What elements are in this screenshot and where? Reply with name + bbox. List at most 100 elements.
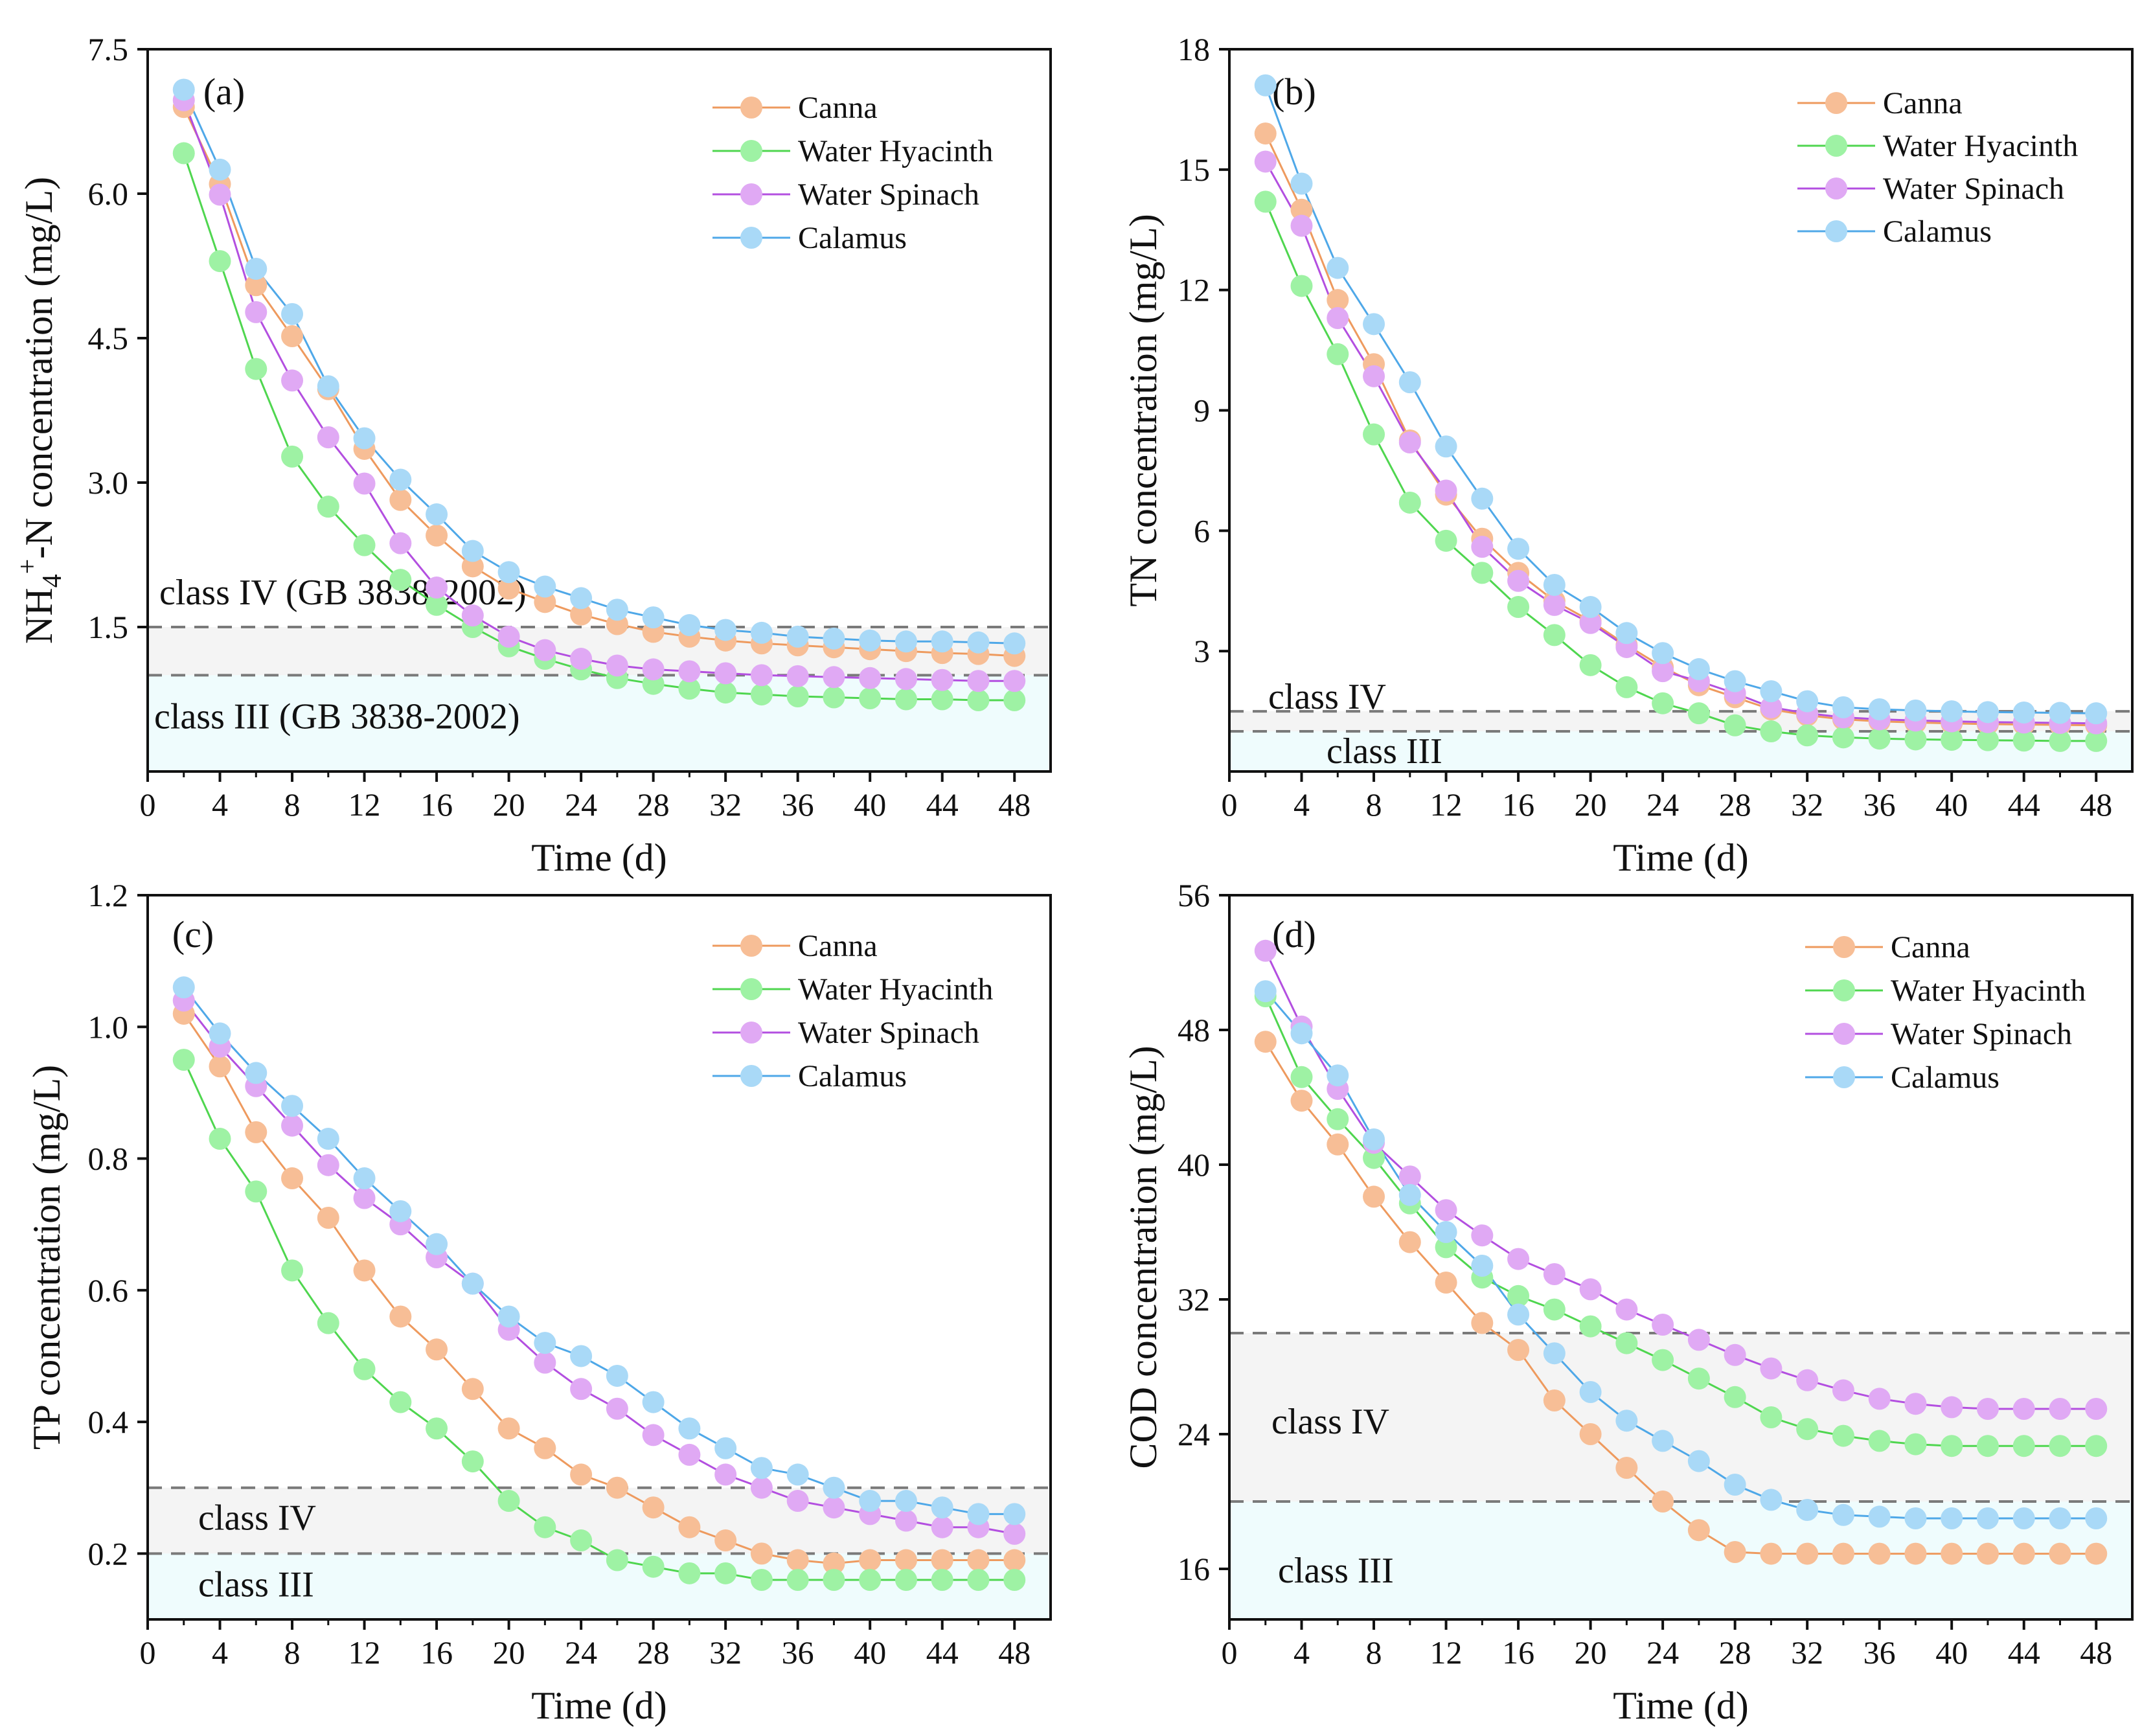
panel-a-x-tick-label: 24 (565, 786, 597, 823)
panel-c-point-water-hyacinth (967, 1569, 990, 1592)
panel-c-x-tick-label: 36 (782, 1634, 814, 1671)
panel-d-point-calamus (1507, 1303, 1530, 1326)
panel-c-point-water-hyacinth (461, 1450, 484, 1473)
panel-c-y-tick-label: 1.2 (88, 877, 129, 913)
panel-a-point-canna (389, 488, 412, 511)
panel-c-point-calamus (714, 1437, 737, 1459)
panel-a-x-tick-label: 28 (637, 786, 670, 823)
panel-c-point-canna (426, 1338, 448, 1361)
panel-b-point-water-spinach (1290, 214, 1313, 237)
panel-b-point-water-spinach (1507, 569, 1530, 592)
panel-b-point-water-spinach (1652, 660, 1674, 683)
panel-d-point-canna (1363, 1185, 1385, 1208)
panel-c-x-tick-label: 28 (637, 1634, 670, 1671)
panel-d-x-tick-label: 16 (1502, 1634, 1534, 1671)
panel-c-point-water-hyacinth (534, 1516, 556, 1538)
panel-d-point-water-hyacinth (2049, 1435, 2071, 1457)
panel-c-point-calamus (172, 976, 195, 999)
panel-a-point-calamus (642, 606, 665, 629)
panel-c-threshold-label-class-iv: class IV (198, 1498, 316, 1538)
panel-c-point-water-spinach (894, 1509, 917, 1532)
panel-b-point-calamus (1687, 658, 1710, 681)
panel-d-point-water-hyacinth (1327, 1108, 1349, 1130)
panel-a-point-canna (570, 603, 593, 626)
panel-a-point-water-hyacinth (894, 688, 917, 711)
panel-b-x-tick-label: 12 (1430, 786, 1463, 823)
panel-d-point-water-hyacinth (1652, 1349, 1674, 1371)
panel-a-x-tick-label: 8 (284, 786, 301, 823)
panel-a-point-water-spinach (426, 577, 448, 599)
panel-c-point-water-hyacinth (606, 1549, 628, 1571)
panel-d-legend-label-water-hyacinth: Water Hyacinth (1891, 974, 2086, 1008)
panel-b-x-tick-label: 44 (2008, 786, 2040, 823)
panel-d-point-calamus (1724, 1474, 1746, 1496)
panel-c-x-tick-label: 32 (709, 1634, 742, 1671)
panel-b-point-water-hyacinth (1363, 423, 1385, 446)
panel-a-point-water-spinach (1003, 670, 1026, 692)
panel-d-point-calamus (1976, 1507, 1999, 1529)
panel-c-point-water-spinach (606, 1397, 628, 1420)
panel-c-x-axis-label: Time (d) (531, 1684, 666, 1727)
panel-b-point-water-spinach (1579, 611, 1602, 634)
panel-c-point-water-hyacinth (353, 1358, 376, 1380)
panel-c-point-canna (1003, 1549, 1026, 1571)
panel-d-point-water-hyacinth (1868, 1430, 1891, 1452)
panel-a-x-tick-label: 48 (998, 786, 1031, 823)
panel-d-point-water-spinach (1832, 1379, 1854, 1402)
panel-d-point-calamus (1543, 1342, 1566, 1365)
panel-a-threshold-label-class-iv: class IV (GB 3838-2002) (159, 573, 527, 613)
panel-b-point-water-spinach (1327, 307, 1349, 330)
panel-d-point-water-hyacinth (1832, 1424, 1854, 1447)
panel-c-point-water-spinach (642, 1424, 665, 1446)
panel-d-x-tick-label: 4 (1293, 1634, 1310, 1671)
panel-c-point-water-spinach (281, 1114, 304, 1137)
panel-d-x-tick-label: 28 (1719, 1634, 1751, 1671)
panel-b-point-canna (1254, 122, 1277, 145)
panel-d-point-calamus (1290, 1022, 1313, 1045)
panel-d-legend-label-water-spinach: Water Spinach (1891, 1017, 2072, 1051)
panel-b-x-tick-label: 40 (1935, 786, 1968, 823)
panel-b-point-calamus (1868, 698, 1891, 720)
panel-a-point-calamus (281, 303, 304, 325)
panel-b-x-tick-label: 32 (1791, 786, 1823, 823)
panel-c-point-water-spinach (534, 1351, 556, 1374)
panel-d-point-calamus (1904, 1507, 1927, 1529)
panel-c-point-calamus (931, 1496, 953, 1519)
panel-a-point-water-spinach (389, 532, 412, 554)
panel-d-point-water-spinach (1868, 1388, 1891, 1410)
panel-c-point-calamus (534, 1332, 556, 1354)
panel-b-point-calamus (1904, 699, 1927, 722)
panel-a-x-axis-label: Time (d) (531, 836, 666, 879)
panel-a-point-water-hyacinth (714, 681, 737, 704)
panel-b-threshold-label-class-iv: class IV (1268, 677, 1386, 717)
panel-a-y-tick-label: 4.5 (88, 320, 129, 356)
panel-b-point-calamus (1724, 670, 1746, 692)
panel-d-point-water-hyacinth (1507, 1285, 1530, 1307)
panel-d-point-canna (1254, 1031, 1277, 1053)
panel-d-point-water-spinach (1687, 1329, 1710, 1351)
panel-b-point-water-hyacinth (1471, 562, 1494, 584)
panel-d-point-water-hyacinth (1904, 1433, 1927, 1456)
panel-d-x-tick-label: 24 (1646, 1634, 1679, 1671)
panel-a-point-water-spinach (859, 667, 882, 689)
panel-c-legend-marker-calamus (740, 1065, 762, 1087)
panel-c-legend-label-canna: Canna (798, 929, 878, 963)
panel-a-line-calamus (183, 89, 1015, 645)
panel-c-y-tick-label: 1.0 (88, 1009, 129, 1045)
panel-a-x-tick-label: 36 (782, 786, 814, 823)
panel-c-point-water-hyacinth (931, 1569, 953, 1592)
panel-d-y-tick-label: 56 (1178, 877, 1210, 913)
panel-a-x-tick-label: 16 (420, 786, 453, 823)
panel-c-point-canna (461, 1378, 484, 1400)
panel-d-point-canna (1941, 1542, 1963, 1565)
panel-a-legend-label-water-spinach: Water Spinach (798, 177, 979, 212)
panel-d-legend-marker-calamus (1833, 1066, 1855, 1088)
panel-b-legend-marker-calamus (1825, 220, 1847, 242)
panel-d-point-canna (1868, 1542, 1891, 1565)
panel-d-point-water-hyacinth (1543, 1298, 1566, 1321)
panel-b-x-tick-label: 24 (1646, 786, 1679, 823)
panel-c-y-tick-label: 0.2 (88, 1535, 129, 1571)
panel-a-point-water-hyacinth (859, 687, 882, 710)
panel-a-y-tick-label: 7.5 (88, 31, 129, 67)
